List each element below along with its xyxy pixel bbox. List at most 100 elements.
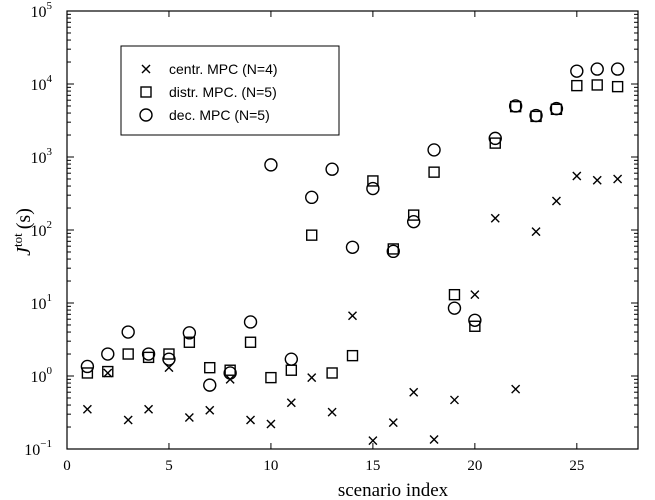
legend-marker-x — [141, 64, 151, 74]
point-x — [531, 227, 541, 237]
point-circle — [182, 326, 197, 340]
point-x — [368, 436, 378, 446]
point-x-stroke — [449, 395, 459, 405]
point-x-stroke — [348, 311, 357, 321]
point-circle — [80, 359, 95, 374]
point-circle — [305, 190, 319, 205]
legend-box: centr. MPC (N=4) distr. MPC. (N=5) dec. MP… — [120, 45, 340, 136]
point-x — [82, 404, 92, 414]
point-x-stroke — [246, 415, 256, 425]
point-x — [123, 415, 133, 425]
point-circle — [468, 313, 482, 327]
point-square — [448, 288, 461, 301]
legend-frame — [120, 45, 340, 136]
axis-ticks: 0 5 10 15 20 25 10−1 100 101 102 103 104 105 — [24, 0, 638, 474]
y-tick-label: 103 — [31, 146, 53, 167]
point-circle — [610, 62, 625, 76]
point-circle — [386, 244, 400, 259]
point-square — [469, 320, 481, 332]
point-x — [470, 290, 480, 300]
point-square — [489, 137, 501, 149]
y-tick-label: 104 — [31, 73, 53, 94]
point-square — [204, 361, 216, 374]
point-x-stroke — [388, 418, 398, 428]
point-circle — [508, 99, 523, 113]
point-circle — [141, 347, 156, 361]
point-square — [183, 336, 196, 348]
point-x-stroke — [511, 384, 521, 394]
legend-label: dec. MPC (N=5) — [169, 107, 270, 123]
x-tick-label: 0 — [63, 458, 71, 474]
x-axis-label: scenario index — [338, 480, 449, 500]
point-square — [326, 367, 338, 379]
point-circle — [570, 64, 584, 78]
point-x-stroke — [613, 174, 623, 184]
point-square — [306, 229, 318, 241]
point-x — [592, 175, 602, 185]
y-axis-label-unit: (s) — [13, 208, 35, 229]
x-tick-label: 15 — [365, 458, 380, 474]
point-x — [490, 213, 500, 223]
point-x-stroke — [572, 171, 582, 181]
series-circle — [80, 62, 625, 392]
point-x-stroke — [531, 227, 541, 237]
point-x — [307, 373, 317, 383]
y-tick-label: 102 — [31, 219, 53, 240]
point-x — [572, 171, 582, 181]
legend-entries: centr. MPC (N=4) distr. MPC. (N=5) dec. MP… — [139, 61, 278, 123]
point-x — [205, 405, 215, 415]
point-x-stroke — [82, 404, 92, 414]
point-circle — [284, 352, 299, 366]
point-circle — [427, 143, 441, 157]
y-tick-label: 105 — [31, 0, 53, 21]
point-x-stroke — [286, 398, 296, 408]
legend-label: distr. MPC. (N=5) — [169, 84, 277, 100]
point-x-stroke — [144, 404, 154, 414]
legend-marker-x-stroke — [141, 64, 151, 74]
series-square — [81, 79, 624, 384]
point-circle — [366, 181, 380, 196]
point-square — [122, 348, 134, 360]
point-circle — [223, 366, 237, 380]
legend-label: centr. MPC (N=4) — [169, 61, 278, 77]
point-circle — [243, 315, 258, 329]
point-circle — [529, 108, 543, 123]
point-square — [611, 80, 624, 93]
point-square — [163, 348, 175, 360]
x-tick-label: 25 — [569, 458, 584, 474]
point-x-stroke — [409, 387, 419, 397]
point-square — [407, 209, 420, 221]
point-x — [511, 384, 521, 394]
point-x — [613, 174, 623, 184]
y-axis-label: Jtot (s) — [10, 208, 35, 256]
point-x — [429, 434, 439, 444]
point-x — [388, 418, 398, 428]
legend-marker-square — [140, 86, 152, 98]
svg-text:Jtot(s): Jtot (s) — [10, 208, 35, 256]
point-x-stroke — [592, 175, 602, 185]
point-x-stroke — [266, 419, 276, 429]
point-square — [244, 336, 257, 348]
point-x — [551, 196, 561, 206]
y-tick-label: 10−1 — [24, 438, 52, 459]
point-square — [367, 175, 379, 187]
legend-marker-circle — [139, 108, 153, 122]
point-x — [286, 398, 296, 408]
point-x — [409, 387, 419, 397]
point-x — [348, 311, 357, 321]
point-square — [265, 371, 277, 384]
point-circle — [101, 347, 115, 361]
point-x — [327, 407, 337, 417]
x-tick-label: 20 — [467, 458, 482, 474]
point-circle — [345, 240, 360, 254]
point-circle — [590, 62, 604, 76]
point-square — [81, 367, 94, 379]
point-circle — [203, 378, 217, 392]
point-x — [103, 368, 113, 378]
point-square — [428, 166, 440, 178]
point-x-stroke — [368, 436, 378, 446]
point-square — [591, 79, 603, 91]
y-axis-label-symbol: J — [13, 246, 35, 256]
point-x — [144, 404, 154, 414]
